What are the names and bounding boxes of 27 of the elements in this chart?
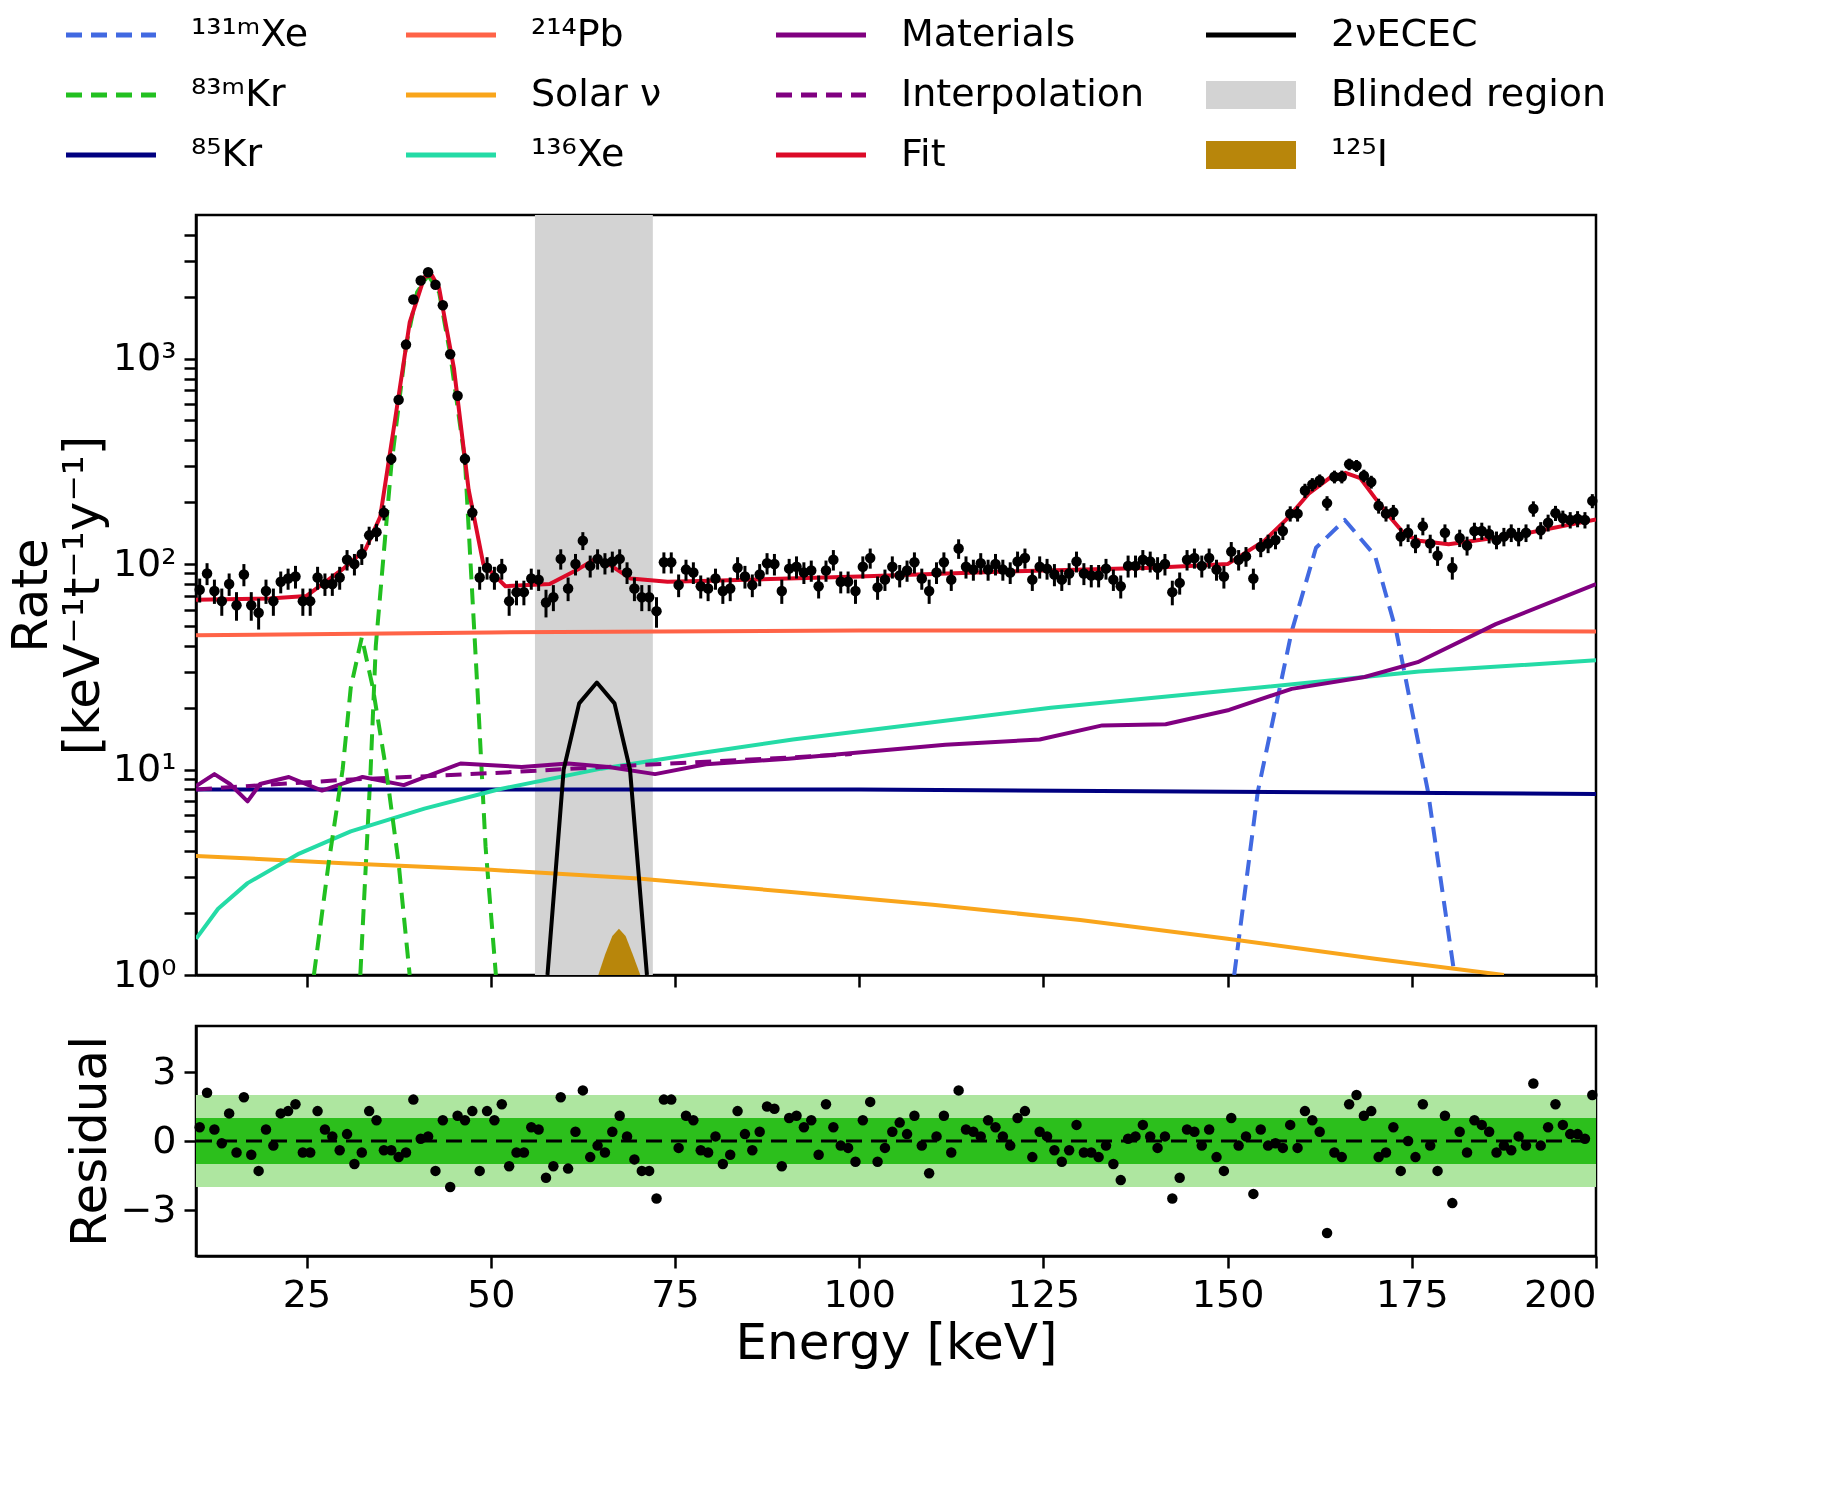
legend-label: Solar ν — [531, 71, 662, 115]
legend-label: ¹³¹ᵐXe — [191, 11, 309, 55]
legend-label: ¹²⁵I — [1331, 131, 1388, 175]
y-tick-label: 10¹ — [112, 746, 177, 791]
legend-label: Blinded region — [1331, 71, 1607, 115]
x-tick-label: 25 — [282, 1271, 332, 1316]
legend-label: ²¹⁴Pb — [531, 11, 624, 55]
x-tick-label: 175 — [1376, 1271, 1449, 1316]
y-tick-label: −3 — [120, 1186, 177, 1231]
legend-label: ¹³⁶Xe — [531, 131, 625, 175]
legend-label: ⁸⁵Kr — [191, 131, 263, 175]
x-tick-label: 150 — [1191, 1271, 1265, 1316]
legend-label: ⁸³ᵐKr — [191, 71, 287, 115]
y-tick-label: 10³ — [112, 335, 177, 380]
legend-label: Fit — [901, 131, 946, 175]
y-axis-title: Rate [keV⁻¹t⁻¹y⁻¹] — [0, 435, 111, 756]
y-tick-label: 10⁰ — [112, 951, 177, 996]
x-tick-label: 75 — [651, 1271, 700, 1316]
y-axis-title: Residual — [60, 1035, 119, 1248]
y-tick-label: 3 — [152, 1048, 177, 1093]
x-tick-label: 200 — [1523, 1271, 1597, 1316]
legend-label: Materials — [901, 11, 1076, 55]
x-tick-label: 50 — [467, 1271, 516, 1316]
y-tick-label: 10² — [112, 540, 177, 585]
y-tick-label: 0 — [152, 1117, 177, 1162]
legend-label: Interpolation — [901, 71, 1145, 115]
legend-label: 2νECEC — [1331, 11, 1478, 55]
